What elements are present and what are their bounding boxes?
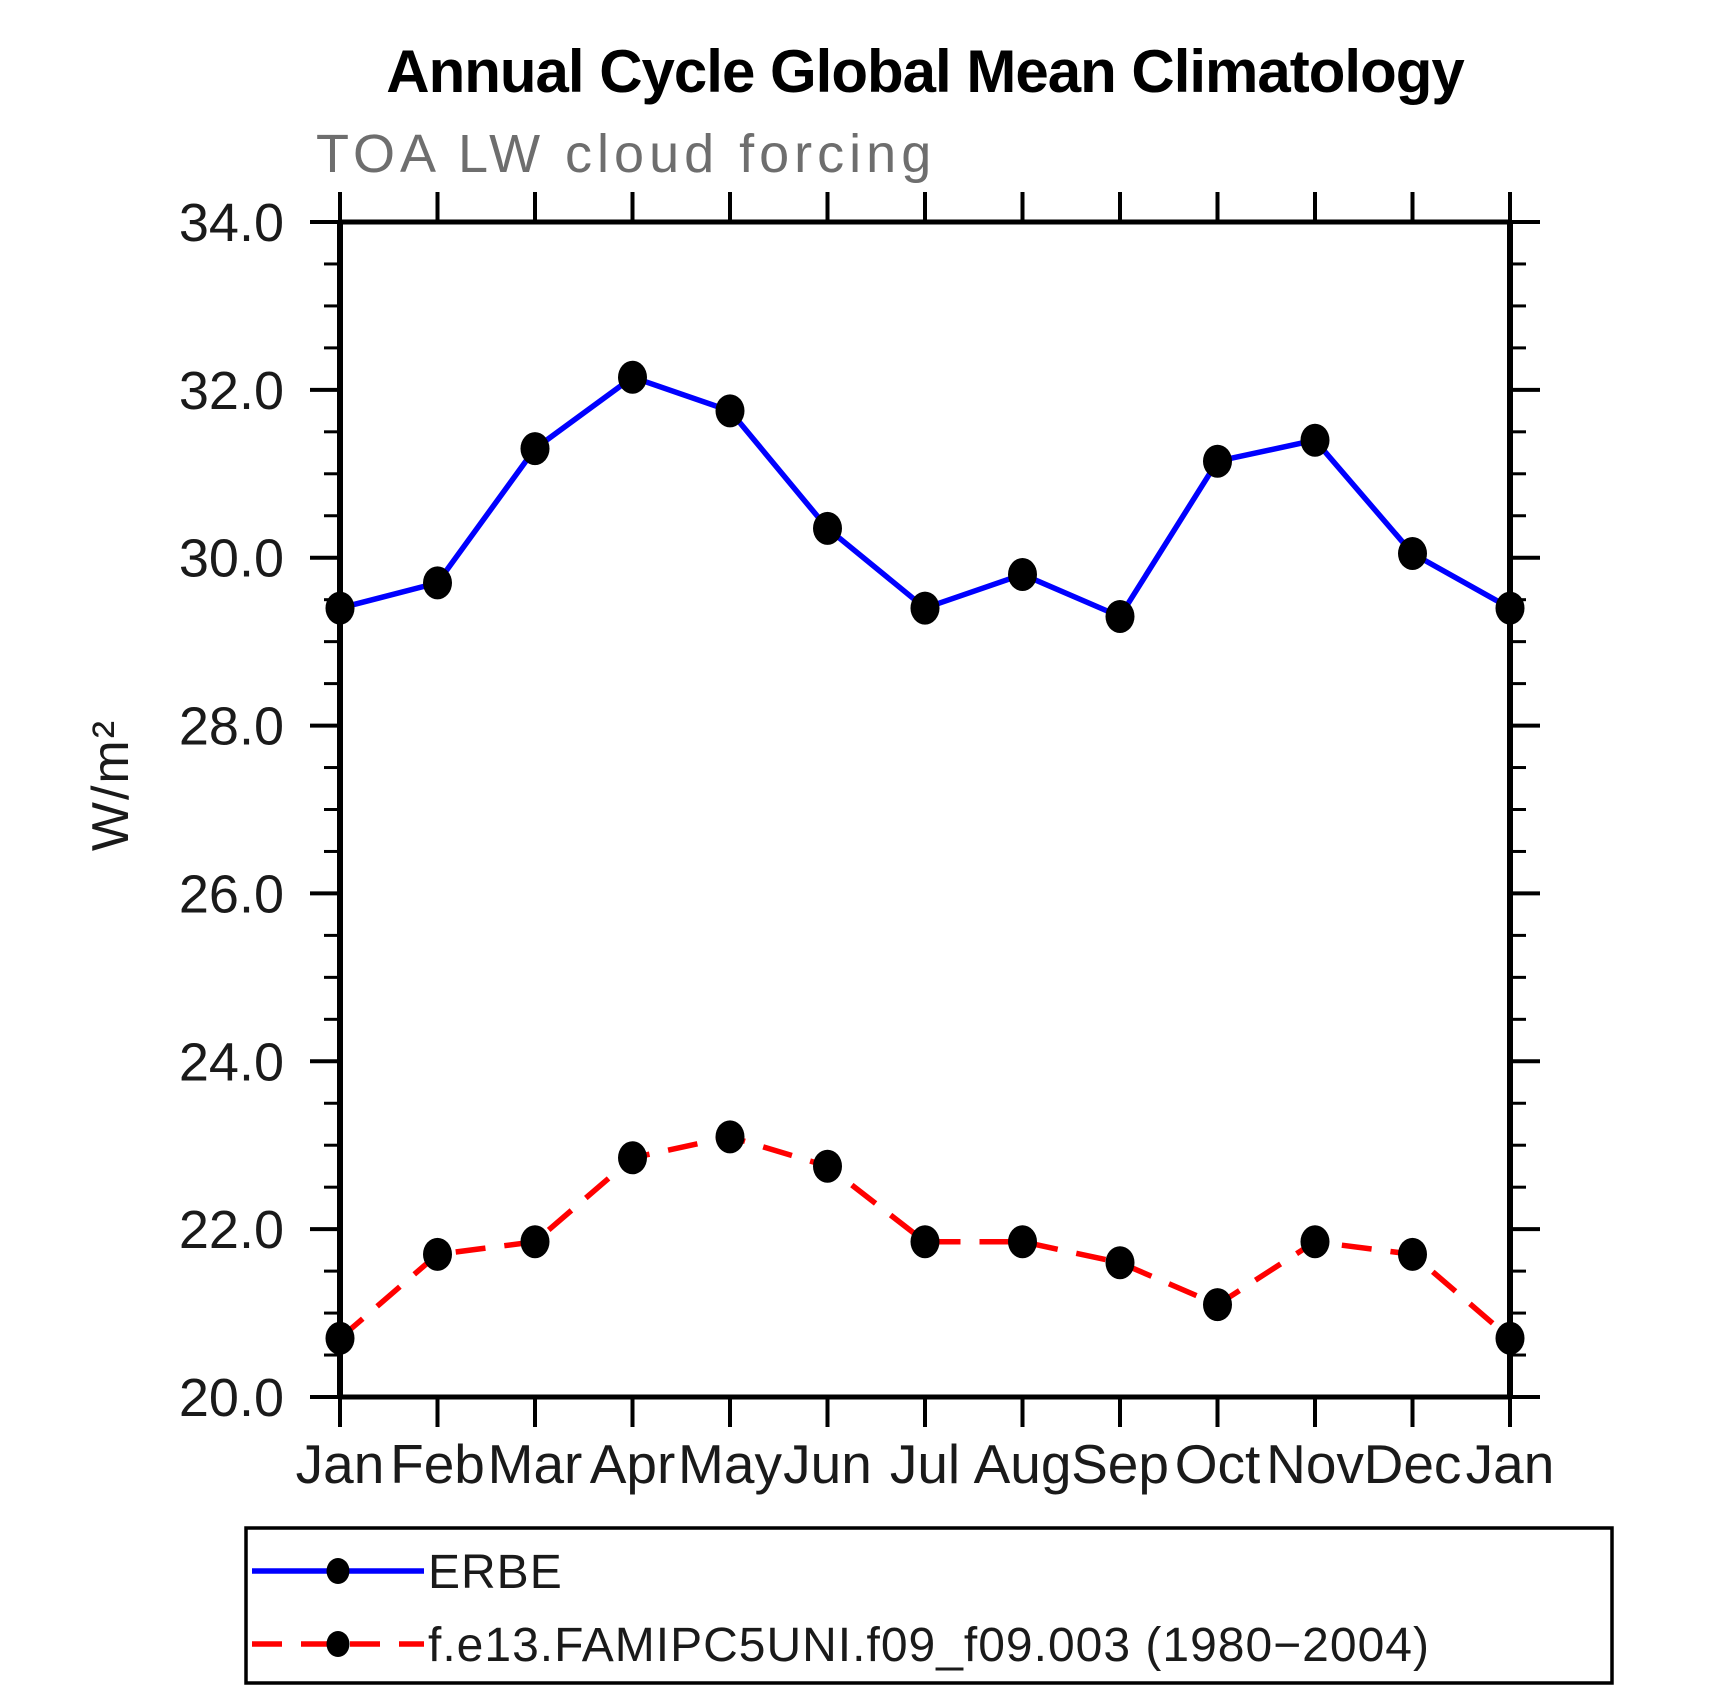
data-point-marker — [1105, 1246, 1135, 1280]
series-lines — [338, 374, 1512, 1341]
y-tick-label: 20.0 — [179, 1368, 284, 1428]
x-tick-label: Aug — [974, 1433, 1072, 1495]
y-tick-label: 28.0 — [179, 697, 284, 757]
y-tick-labels: 20.0 22.0 24.0 26.0 28.0 30.0 32.0 34.0 — [179, 193, 284, 1428]
legend: ERBE f.e13.FAMIPC5UNI.f09_f09.003 (1980−2… — [244, 1526, 1614, 1685]
data-point-marker — [1105, 599, 1135, 633]
x-tick-label: Jun — [783, 1433, 872, 1495]
chart-title: Annual Cycle Global Mean Climatology — [386, 38, 1465, 105]
data-point-marker — [1398, 1237, 1427, 1271]
data-point-marker — [1495, 591, 1525, 625]
y-tick-label: 34.0 — [179, 193, 284, 253]
x-tick-label: Jan — [1466, 1433, 1555, 1495]
plot-frame — [337, 219, 1513, 1400]
y-tick-label: 30.0 — [179, 529, 284, 589]
series-line — [339, 374, 1512, 620]
data-point-marker — [1398, 537, 1427, 571]
x-tick-label: Nov — [1266, 1433, 1364, 1495]
data-point-marker — [618, 360, 647, 394]
x-tick-label: May — [678, 1433, 782, 1495]
data-point-marker — [1300, 423, 1330, 457]
x-tick-label: Oct — [1175, 1433, 1261, 1495]
legend-marker — [326, 1631, 350, 1657]
legend-label: ERBE — [428, 1546, 563, 1599]
y-axis-ticks — [310, 220, 1540, 1399]
data-point-marker — [423, 566, 452, 600]
y-tick-label: 32.0 — [179, 361, 284, 421]
data-point-marker — [520, 432, 550, 466]
data-point-marker — [1300, 1225, 1330, 1259]
data-point-marker — [1495, 1321, 1525, 1355]
x-tick-label: Apr — [590, 1433, 676, 1495]
data-point-marker — [1008, 1225, 1037, 1259]
data-point-marker — [910, 1225, 940, 1259]
data-point-marker — [1008, 558, 1037, 591]
x-tick-label: Jul — [890, 1433, 960, 1495]
legend-marker — [326, 1558, 350, 1584]
y-tick-label: 22.0 — [179, 1200, 284, 1260]
series-markers — [325, 360, 1525, 1355]
x-tick-label: Jan — [296, 1433, 385, 1495]
x-tick-label: Mar — [488, 1433, 583, 1495]
x-tick-label: Sep — [1071, 1433, 1169, 1495]
data-point-marker — [325, 1321, 355, 1355]
x-tick-label: Dec — [1364, 1433, 1462, 1495]
x-tick-labels: Jan Feb Mar Apr May Jun Jul Aug Sep Oct Nov Dec Jan — [296, 1433, 1555, 1495]
data-point-marker — [1203, 444, 1232, 478]
data-point-marker — [715, 394, 745, 428]
y-tick-label: 26.0 — [179, 864, 284, 924]
chart-subtitle: TOA LW cloud forcing — [316, 124, 936, 184]
y-axis-label: W/m² — [82, 719, 140, 851]
legend-box — [244, 1526, 1614, 1685]
data-point-marker — [813, 1149, 842, 1183]
data-point-marker — [325, 591, 355, 625]
y-tick-label: 24.0 — [179, 1032, 284, 1092]
data-point-marker — [1203, 1288, 1232, 1322]
data-point-marker — [618, 1141, 647, 1175]
data-point-marker — [715, 1120, 745, 1154]
data-point-marker — [813, 511, 842, 545]
data-point-marker — [423, 1237, 452, 1271]
legend-label: f.e13.FAMIPC5UNI.f09_f09.003 (1980−2004) — [428, 1619, 1430, 1672]
x-tick-label: Feb — [390, 1433, 485, 1495]
data-point-marker — [910, 591, 940, 625]
x-axis-ticks — [338, 192, 1512, 1427]
legend-entries: ERBE f.e13.FAMIPC5UNI.f09_f09.003 (1980−2… — [252, 1546, 1430, 1672]
data-point-marker — [520, 1225, 550, 1259]
